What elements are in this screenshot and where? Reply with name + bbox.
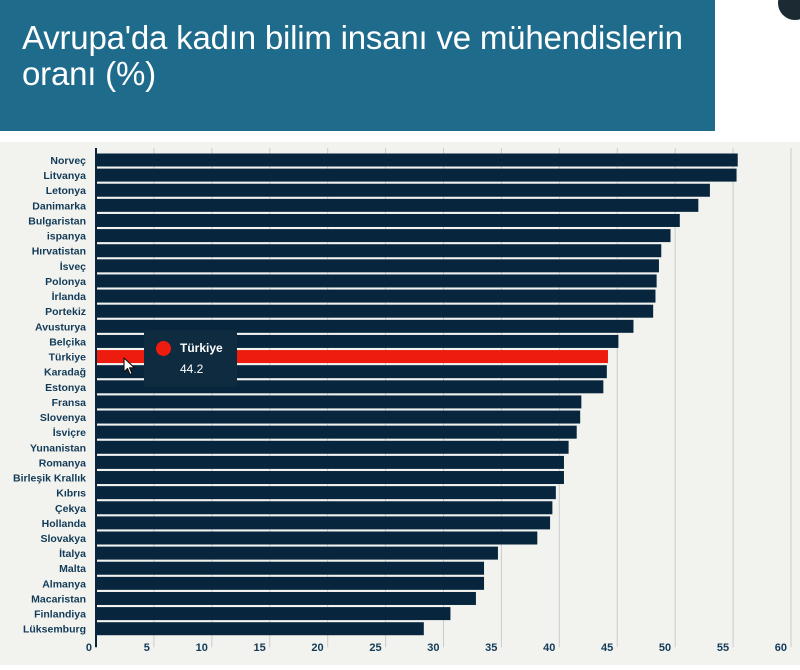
y-tick-label: Belçika: [49, 336, 86, 348]
bar[interactable]: [96, 244, 662, 258]
bar[interactable]: [96, 531, 538, 545]
x-tick-label: 20: [311, 642, 323, 654]
bar[interactable]: [96, 289, 656, 303]
bar[interactable]: [96, 168, 737, 182]
y-tick-label: Almanya: [42, 578, 86, 590]
x-tick-label: 25: [369, 642, 381, 654]
y-tick-label: Birleşik Krallık: [13, 473, 86, 485]
y-tick-label: Portekiz: [45, 306, 86, 318]
y-tick-label: Slovenya: [40, 412, 86, 424]
bar[interactable]: [96, 516, 551, 530]
x-tick-label: 10: [196, 642, 208, 654]
bar[interactable]: [96, 425, 577, 439]
tooltip-value: 44.2: [180, 362, 204, 376]
bar[interactable]: [96, 486, 556, 500]
bar[interactable]: [96, 561, 485, 575]
tooltip: Türkiye 44.2: [144, 330, 237, 387]
x-tick-label: 30: [427, 642, 439, 654]
chart-panel: Norveç Litvanya Letonya Danimarka Bulgarista…: [0, 142, 800, 665]
x-tick-label: 5: [144, 642, 150, 654]
x-tick-label: 40: [543, 642, 555, 654]
bar[interactable]: [96, 229, 671, 243]
y-tick-label: Lüksemburg: [23, 624, 86, 636]
bar-chart: Norveç Litvanya Letonya Danimarka Bulgarista…: [13, 148, 792, 654]
bar[interactable]: [96, 410, 581, 424]
y-tick-label: Hollanda: [42, 518, 86, 530]
bar[interactable]: [96, 440, 569, 454]
x-tick-label: 55: [717, 642, 729, 654]
bar[interactable]: [96, 259, 659, 273]
bar[interactable]: [96, 198, 699, 212]
bar[interactable]: [96, 471, 564, 485]
y-tick-label: Romanya: [39, 457, 86, 469]
bar[interactable]: [96, 319, 634, 333]
bar[interactable]: [96, 622, 424, 636]
tooltip-series-dot-icon: [156, 341, 171, 356]
y-tick-label: Karadağ: [44, 367, 86, 379]
bar[interactable]: [96, 153, 738, 167]
x-tick-label: 35: [485, 642, 497, 654]
x-tick-label: 0: [86, 642, 92, 654]
bar[interactable]: [96, 591, 476, 605]
bar[interactable]: [96, 607, 451, 621]
y-tick-label: Finlandiya: [34, 609, 86, 621]
bar[interactable]: [96, 395, 582, 409]
y-tick-label: Fransa: [52, 397, 87, 409]
y-tick-label: İtalya: [59, 547, 86, 560]
y-tick-label: Norveç: [50, 155, 86, 167]
y-tick-label: Hırvatistan: [32, 246, 86, 258]
x-tick-label: 15: [254, 642, 266, 654]
tooltip-category: Türkiye: [180, 341, 223, 355]
x-tick-label: 45: [601, 642, 613, 654]
x-tick-label: 50: [659, 642, 671, 654]
y-tick-label: Litvanya: [43, 170, 86, 182]
y-tick-label: Avusturya: [35, 321, 86, 333]
y-tick-label: Slovakya: [40, 533, 86, 545]
y-tick-label: İrlanda: [52, 290, 87, 303]
y-tick-label: İsviçre: [53, 426, 86, 439]
y-tick-label: Yunanistan: [30, 442, 86, 454]
bar[interactable]: [96, 274, 657, 288]
y-tick-label: Bulgaristan: [28, 215, 86, 227]
y-tick-label: Macaristan: [31, 593, 86, 605]
page-title: Avrupa'da kadın bilim insanı ve mühendis…: [22, 19, 683, 92]
bar[interactable]: [96, 213, 680, 227]
bar[interactable]: [96, 455, 564, 469]
y-tick-label: Polonya: [45, 276, 86, 288]
y-tick-label: Çekya: [55, 503, 86, 515]
corner-badge-icon[interactable]: [778, 0, 800, 20]
bar[interactable]: [96, 183, 710, 197]
bar[interactable]: [96, 304, 654, 318]
y-tick-label: Letonya: [46, 185, 86, 197]
bar[interactable]: [96, 501, 553, 515]
y-tick-label: Türkiye: [49, 352, 87, 364]
y-tick-label: Estonya: [45, 382, 86, 394]
y-tick-label: ispanya: [47, 231, 86, 243]
bar[interactable]: [96, 576, 485, 590]
y-tick-label: Danimarka: [32, 200, 86, 212]
title-banner: Avrupa'da kadın bilim insanı ve mühendis…: [0, 0, 715, 131]
x-tick-label: 60: [775, 642, 787, 654]
y-tick-label: Kıbrıs: [56, 488, 86, 500]
y-tick-label: Malta: [59, 563, 86, 575]
bar[interactable]: [96, 546, 498, 560]
y-tick-label: İsveç: [60, 260, 86, 273]
mouse-pointer-icon: [123, 357, 136, 376]
